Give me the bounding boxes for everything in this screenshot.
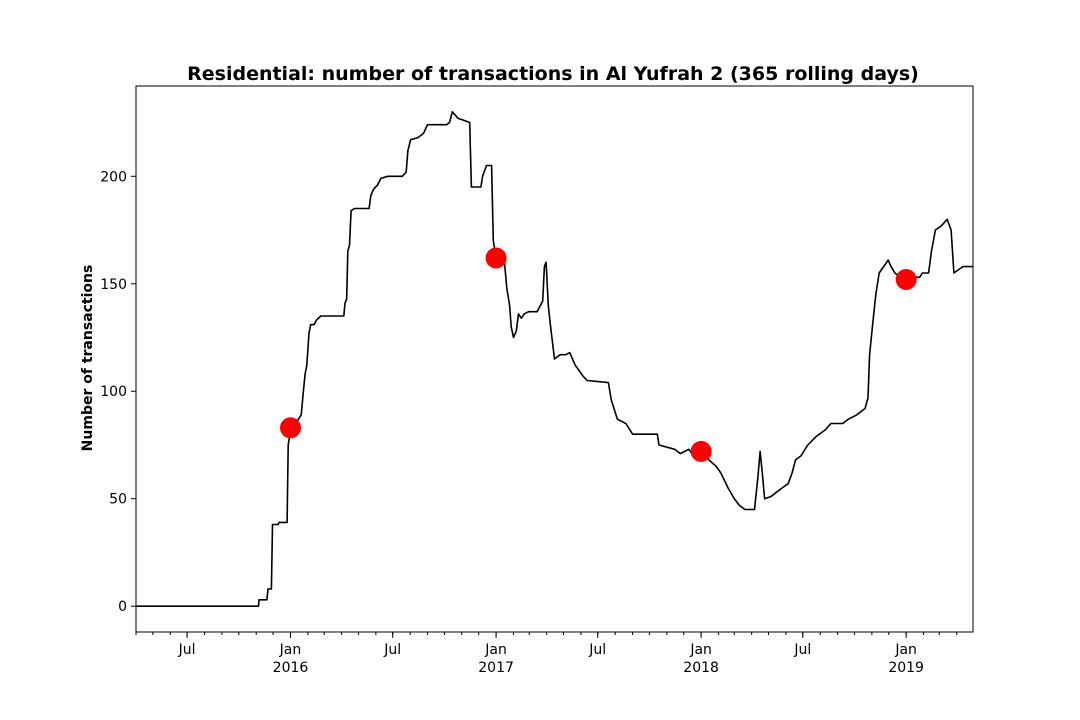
x-tick-label: Jul — [383, 642, 401, 658]
x-tick-year-label: 2017 — [478, 660, 514, 676]
x-tick-year-label: 2018 — [683, 660, 719, 676]
x-axis: Jul Jan 2016 Jul Jan 2017 Jul Jan 2018 Jul Jan 2019 — [135, 632, 958, 676]
series-line — [136, 111, 973, 607]
y-tick-label: 0 — [118, 599, 127, 615]
y-tick-label: 100 — [100, 384, 127, 400]
plot-frame — [135, 85, 974, 633]
y-axis: 0 50 100 150 200 — [100, 169, 136, 615]
y-tick-label: 150 — [100, 277, 127, 293]
x-tick-year-label: 2016 — [273, 660, 309, 676]
data-point-marker — [895, 268, 917, 290]
data-point-marker — [279, 417, 301, 439]
y-tick-label: 50 — [109, 492, 127, 508]
x-tick-label: Jul — [793, 642, 811, 658]
series-layer — [136, 111, 973, 607]
chart-title: Residential: number of transactions in A… — [187, 63, 919, 85]
y-tick-label: 200 — [100, 169, 127, 185]
x-tick-label: Jan — [279, 642, 302, 658]
x-tick-label: Jan — [689, 642, 712, 658]
data-point-marker — [485, 247, 507, 269]
x-tick-label: Jan — [484, 642, 507, 658]
markers-layer — [279, 247, 917, 462]
x-tick-label: Jul — [588, 642, 606, 658]
x-tick-label: Jul — [178, 642, 196, 658]
x-tick-label: Jan — [894, 642, 917, 658]
plot-area: 0 50 100 150 200 Jul Jan 2016 Jul Jan 2017 Jul Jan 2… — [100, 85, 974, 676]
data-point-marker — [690, 440, 712, 462]
x-tick-year-label: 2019 — [888, 660, 924, 676]
y-axis-label: Number of transactions — [80, 265, 96, 452]
